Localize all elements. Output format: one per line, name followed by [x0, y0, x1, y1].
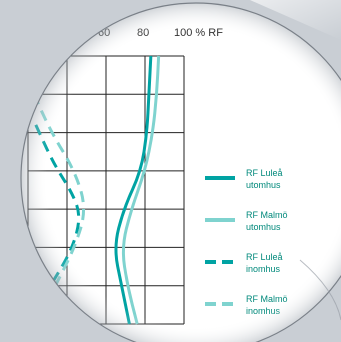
lens-rim — [20, 2, 341, 342]
